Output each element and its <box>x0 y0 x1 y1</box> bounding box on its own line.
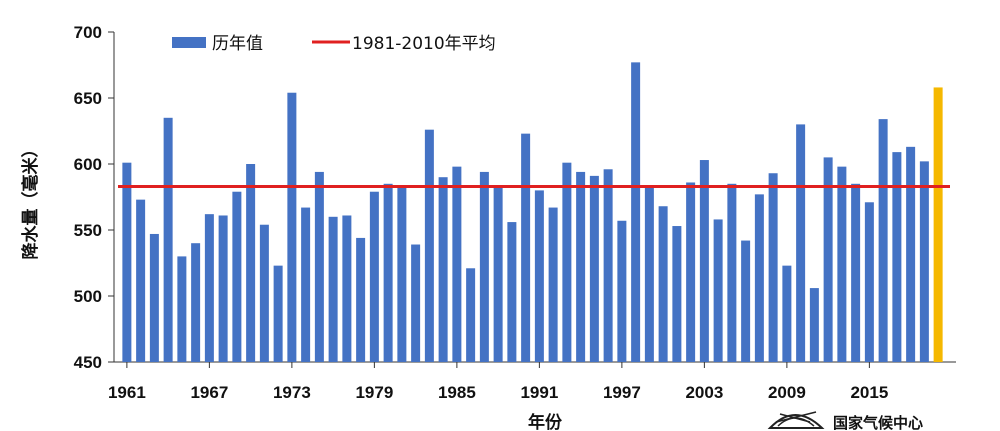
y-axis-title: 降水量（毫米） <box>20 141 41 260</box>
bar-1984 <box>438 177 448 362</box>
bar-1987 <box>479 171 489 362</box>
bar-1973 <box>287 92 297 362</box>
bar-1998 <box>631 62 641 363</box>
ticks-layer: 450 500 550 600 650 700 1961 1967 1973 1979 1985 19… <box>74 23 889 402</box>
bar-1971 <box>259 224 269 362</box>
y-tick-label: 500 <box>74 287 102 306</box>
bar-2010 <box>796 124 806 363</box>
bar-1991 <box>534 190 544 362</box>
x-tick-label: 1985 <box>438 383 476 402</box>
bar-1966 <box>191 243 201 362</box>
bar-1961 <box>122 162 132 362</box>
bar-1983 <box>424 129 434 362</box>
y-tick-label: 450 <box>74 353 102 372</box>
x-tick-label: 1973 <box>273 383 311 402</box>
bar-2014 <box>851 183 861 362</box>
bar-1974 <box>301 207 311 362</box>
legend: 历年值 1981-2010年平均 <box>172 34 496 54</box>
x-tick-label: 1967 <box>190 383 228 402</box>
bar-1965 <box>177 256 187 362</box>
bar-1993 <box>562 162 572 362</box>
bar-1970 <box>246 164 256 362</box>
bar-1963 <box>149 233 159 362</box>
bar-2015 <box>864 202 874 362</box>
bar-2009 <box>782 265 792 362</box>
bar-2012 <box>823 157 833 362</box>
bar-2017 <box>892 152 902 362</box>
bar-1990 <box>521 133 531 362</box>
bar-1982 <box>411 244 421 362</box>
bar-2001 <box>672 226 682 362</box>
bar-2006 <box>741 240 751 362</box>
bar-1967 <box>204 214 214 362</box>
bar-2003 <box>699 160 709 362</box>
bar-1972 <box>273 265 283 362</box>
bar-1996 <box>603 169 613 362</box>
bar-1994 <box>576 171 586 362</box>
legend-line-label: 1981-2010年平均 <box>352 34 496 54</box>
bar-2008 <box>768 173 778 362</box>
bar-1975 <box>314 171 324 362</box>
bar-1995 <box>589 175 599 362</box>
legend-bar-swatch <box>172 37 206 48</box>
x-tick-label: 1961 <box>108 383 146 402</box>
x-tick-label: 2003 <box>685 383 723 402</box>
y-tick-label: 600 <box>74 155 102 174</box>
bar-1988 <box>493 187 503 362</box>
y-tick-label: 650 <box>74 89 102 108</box>
bar-1989 <box>507 222 517 362</box>
ncc-logo-text: 国家气候中心 <box>833 414 923 431</box>
bars-layer <box>122 62 943 363</box>
bar-2002 <box>686 182 696 362</box>
bar-2007 <box>754 194 764 362</box>
bar-1964 <box>163 117 173 362</box>
bar-2013 <box>837 166 847 362</box>
ncc-emblem-icon <box>767 411 825 429</box>
bar-1968 <box>218 215 228 362</box>
x-tick-label: 1979 <box>355 383 393 402</box>
x-axis-title: 年份 <box>528 412 563 431</box>
ncc-logo: 国家气候中心 <box>767 411 923 431</box>
bar-2004 <box>713 219 723 362</box>
bar-1977 <box>342 215 352 362</box>
x-tick-label: 2015 <box>850 383 888 402</box>
x-tick-label: 1997 <box>603 383 641 402</box>
bar-1978 <box>356 237 366 362</box>
bar-1997 <box>617 220 627 362</box>
bar-1985 <box>452 166 462 362</box>
bar-1969 <box>232 191 242 362</box>
bar-2020 <box>933 87 943 362</box>
bar-2016 <box>878 119 888 363</box>
y-tick-label: 550 <box>74 221 102 240</box>
bar-1979 <box>369 191 379 362</box>
bar-1986 <box>466 268 476 362</box>
bar-1981 <box>397 186 407 362</box>
bar-2005 <box>727 183 737 362</box>
x-tick-label: 2009 <box>768 383 806 402</box>
bar-2018 <box>906 146 916 362</box>
bar-1980 <box>383 183 393 362</box>
bar-1976 <box>328 216 338 362</box>
x-tick-label: 1991 <box>520 383 558 402</box>
bar-1992 <box>548 207 558 362</box>
bar-2011 <box>809 288 819 362</box>
bar-2000 <box>658 206 668 362</box>
y-tick-label: 700 <box>74 23 102 42</box>
bar-1999 <box>644 187 654 362</box>
bar-1962 <box>136 199 146 362</box>
legend-bar-label: 历年值 <box>212 34 263 54</box>
bar-2019 <box>919 161 929 362</box>
